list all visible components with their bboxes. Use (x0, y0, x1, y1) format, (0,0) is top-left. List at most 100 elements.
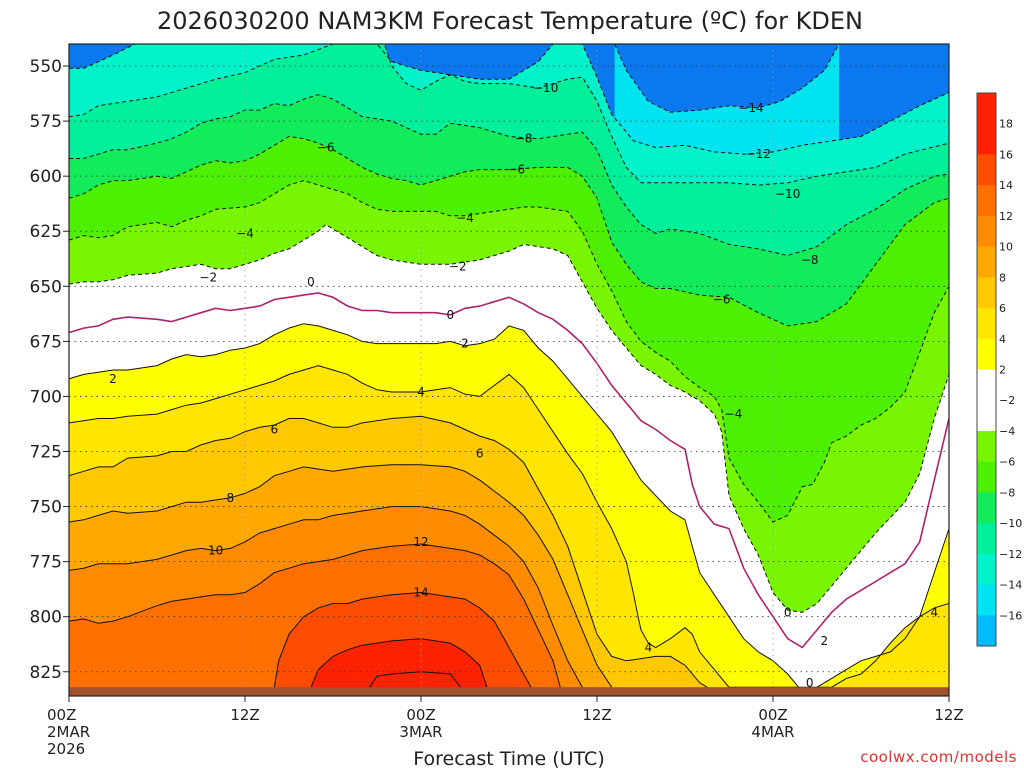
contour-label--8: −8 (515, 132, 533, 146)
isotherm-0 (69, 292, 949, 649)
isotherm--10 (69, 44, 949, 186)
isotherm-18 (369, 671, 461, 688)
colorbar-label-4: 10 (999, 241, 1013, 254)
contour-label-10-text: 10 (208, 544, 223, 558)
contour-label-extra-13-text: 4 (931, 605, 939, 619)
isotherm-12 (69, 543, 561, 688)
contour-label-extra-11: 2 (821, 634, 829, 648)
colorbar-label-6: 6 (999, 302, 1006, 315)
contour-label--6-text: −6 (507, 163, 525, 177)
contour-label-14: 14 (413, 585, 428, 599)
contour-label-extra-10-text: 4 (645, 641, 653, 655)
contour-label-extra-12-text: 0 (806, 676, 814, 690)
contour-label-extra-11-text: 2 (821, 634, 829, 648)
isotherm-14 (273, 591, 532, 688)
x-tick-label-1-0: 12Z (230, 706, 259, 724)
colorbar-label-3: 12 (999, 210, 1013, 223)
colorbar-swatch-5 (977, 246, 996, 278)
isotherm-6 (69, 415, 715, 693)
colorbar-swatch-2 (977, 154, 996, 186)
x-tick-label-0-2: 2026 (47, 740, 85, 758)
colorbar-label-13: −10 (999, 517, 1022, 530)
x-tick-label-2-0: 00Z (406, 706, 435, 724)
contour-label-0: 0 (447, 308, 455, 322)
colorbar: 18 16 14 12 10 8 6 4 2 −2 −4 −6 −8 −10 −12 −14 −16 (976, 92, 1022, 647)
colorbar-label-2: 14 (999, 179, 1013, 192)
colorbar-frame (976, 92, 997, 647)
y-tick-label-600: 600 (30, 167, 62, 187)
contour-label-6: 6 (271, 422, 279, 436)
contour-label--10-text: −10 (533, 81, 558, 95)
colorbar-swatch-8 (977, 338, 996, 370)
colorbar-label-12: −8 (999, 486, 1015, 499)
colorbar-label-5: 8 (999, 271, 1006, 284)
colorbar-swatch-0 (977, 93, 996, 125)
colorbar-label-0: 18 (999, 118, 1013, 131)
colorbar-swatch-4 (977, 215, 996, 248)
contour-label--12: −12 (746, 147, 771, 161)
isotherm--8 (69, 94, 949, 257)
contour-label--8-text: −8 (515, 132, 533, 146)
y-tick-label-775: 775 (30, 553, 62, 573)
isotherm-16 (310, 638, 488, 688)
contour-label-extra-5: 0 (307, 275, 315, 289)
contour-label-extra-0: −6 (317, 141, 335, 155)
contour-label-extra-10: 4 (645, 641, 653, 655)
contour-label-extra-5-text: 0 (307, 275, 315, 289)
colorbar-swatch-1 (977, 123, 996, 155)
x-tick-label-2-1: 3MAR (399, 723, 442, 741)
contour-label-8: 8 (227, 491, 235, 505)
x-axis-label: Forecast Time (UTC) (413, 748, 604, 768)
contour-label-6-text: 6 (271, 422, 279, 436)
isotherm--6 (69, 135, 949, 327)
x-tick-label-0-0: 00Z (47, 706, 76, 724)
colorbar-swatch-11 (977, 430, 996, 463)
colorbar-label-9: −2 (999, 394, 1015, 407)
contour-label--4: −4 (456, 211, 474, 225)
contour-label--6: −6 (507, 163, 525, 177)
isotherm--2 (69, 223, 949, 613)
contour-label-extra-9: 6 (476, 447, 484, 461)
contour-label-8-text: 8 (227, 491, 235, 505)
x-tick-label-4-1: 4MAR (751, 723, 794, 741)
contour-label-extra-9-text: 6 (476, 447, 484, 461)
y-tick-label-650: 650 (30, 277, 62, 297)
colorbar-swatch-12 (977, 461, 996, 493)
colorbar-label-8: 2 (999, 364, 1006, 377)
colorbar-swatch-13 (977, 492, 996, 524)
x-tick-label-5-0: 12Z (934, 706, 963, 724)
contour-label-extra-3-text: −4 (236, 226, 254, 240)
contour-label--14-text: −14 (738, 101, 763, 115)
credit-text: coolwx.com/models (860, 748, 1017, 766)
contour-label-2: 2 (109, 372, 117, 386)
contour-label-extra-7-text: −4 (725, 407, 743, 421)
colorbar-swatch-9 (977, 369, 996, 401)
colorbar-swatch-14 (977, 523, 996, 555)
contour-label-extra-4-text: −2 (199, 270, 217, 284)
contour-label-extra-8: 2 (461, 337, 469, 351)
contour-label-extra-13: 4 (931, 605, 939, 619)
colorbar-label-11: −6 (999, 456, 1015, 469)
colorbar-swatch-6 (977, 277, 996, 309)
contour-label-extra-3: −4 (236, 226, 254, 240)
chart-title: 2026030200 NAM3KM Forecast Temperature (… (157, 7, 863, 35)
contour-label-extra-0-text: −6 (317, 141, 335, 155)
colorbar-label-7: 4 (999, 333, 1006, 346)
contour-label-10: 10 (208, 544, 223, 558)
isotherm-10 (69, 506, 583, 688)
contour-label-extra-2: −6 (713, 293, 731, 307)
isotherm-lines (69, 44, 949, 693)
isotherm--14 (614, 44, 840, 113)
contour-label-extra-6: −10 (775, 187, 800, 201)
y-tick-label-825: 825 (30, 663, 62, 683)
plot-frame (68, 43, 950, 697)
contour-label--14: −14 (738, 101, 763, 115)
y-tick-label-800: 800 (30, 608, 62, 628)
y-tick-label-750: 750 (30, 498, 62, 518)
contour-label-0-text: 0 (447, 308, 455, 322)
colorbar-swatch-3 (977, 185, 996, 217)
colorbar-swatch-7 (977, 308, 996, 340)
grid-lines (69, 44, 949, 696)
contour-label-extra-14: 0 (784, 605, 792, 619)
